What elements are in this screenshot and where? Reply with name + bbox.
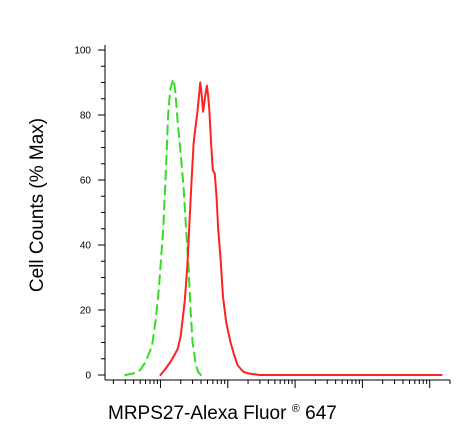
y-tick-label: 100	[74, 46, 91, 57]
y-tick-label: 80	[80, 111, 92, 122]
x-axis-title: MRPS27-Alexa Fluor ® 647	[108, 396, 337, 424]
series-layer	[124, 78, 443, 376]
x-axis-ticks	[112, 380, 451, 388]
x-axis-title-main: MRPS27-Alexa Fluor	[108, 403, 287, 424]
y-tick-label: 20	[80, 306, 92, 317]
y-tick-label: 0	[85, 371, 91, 382]
y-tick-label: 60	[80, 176, 92, 187]
registered-mark: ®	[292, 403, 300, 415]
y-axis-title: Cell Counts (% Max)	[27, 118, 48, 292]
sample-histogram-line	[159, 81, 443, 376]
y-tick-label: 40	[80, 241, 92, 252]
x-axis-title-suffix: 647	[305, 403, 337, 424]
control-histogram-line	[124, 78, 202, 376]
y-axis-ticks: 0 20 40 60 80 100	[74, 46, 105, 382]
